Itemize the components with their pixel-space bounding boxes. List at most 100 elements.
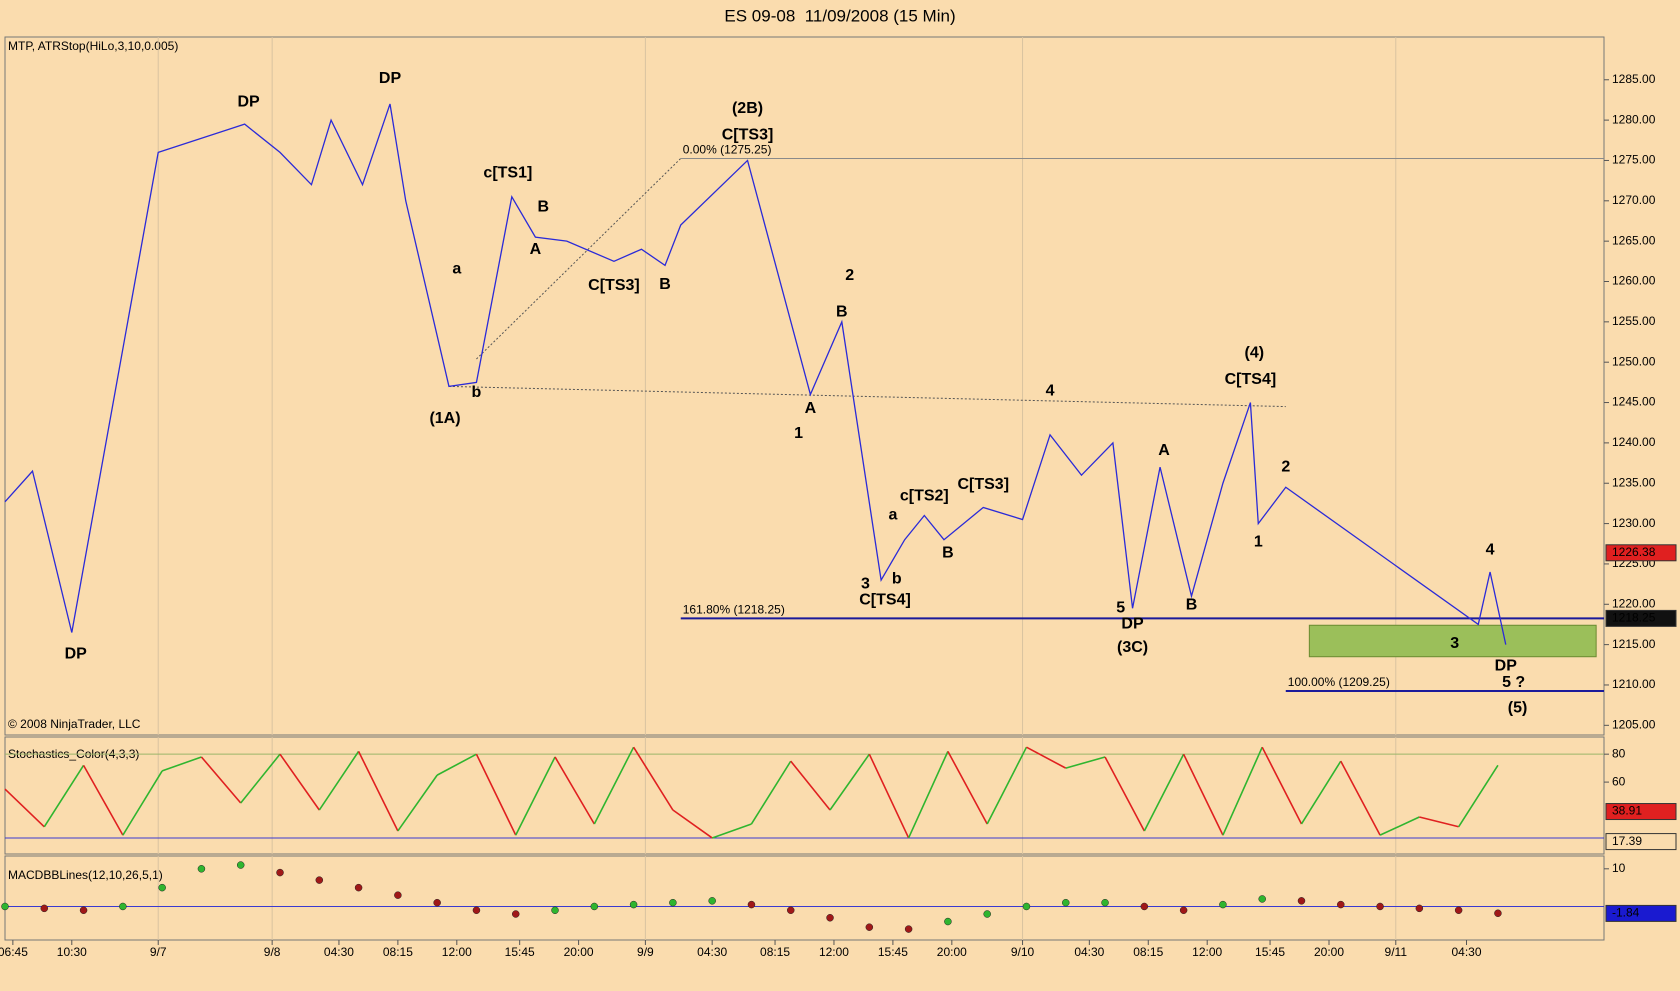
y-tick-label: 1260.00 <box>1612 274 1656 288</box>
wave-label: b <box>472 384 482 401</box>
wave-label: B <box>659 276 671 293</box>
wave-label: C[TS3] <box>588 277 640 294</box>
stochastic-segment <box>632 746 674 811</box>
panel-title: MTP, ATRStop(HiLo,3,10,0.005) <box>8 39 178 53</box>
x-tick-label: 15:45 <box>1255 945 1285 959</box>
macd-dot <box>1062 898 1070 907</box>
macd-dot <box>197 865 206 873</box>
price-tag-label: 1226.38 <box>1612 545 1656 559</box>
wave-label: c[TS1] <box>483 165 532 182</box>
stochastic-segment <box>711 823 752 839</box>
price-tag <box>1605 833 1677 851</box>
stochastic-segment <box>829 753 870 811</box>
macd-dot <box>472 906 481 914</box>
x-tick-label: 20:00 <box>564 945 594 959</box>
stochastic-segment <box>4 788 45 828</box>
wave-label: C[TS3] <box>957 476 1009 493</box>
stochastic-segment <box>397 774 438 832</box>
target-zone <box>1308 624 1597 658</box>
wave-label: A <box>1158 442 1170 459</box>
x-tick-label: 15:45 <box>878 945 908 959</box>
wave-label: a <box>452 261 461 278</box>
macd-dot <box>1179 906 1188 914</box>
macd-dot <box>1022 902 1031 911</box>
x-tick-label: 9/9 <box>637 945 654 959</box>
price-tag <box>1605 544 1677 562</box>
trendline <box>448 385 1286 408</box>
x-tick-label: 9/8 <box>264 945 281 959</box>
stochastic-segment <box>200 756 242 804</box>
stochastic-segment <box>1457 764 1499 828</box>
y-tick-label: 1220.00 <box>1612 596 1656 610</box>
macd-dot <box>1337 900 1345 909</box>
wave-label: C[TS3] <box>722 127 774 144</box>
y-tick-label: 1215.00 <box>1612 637 1656 651</box>
wave-label: b <box>892 570 902 587</box>
wave-label: 5 <box>1116 600 1125 617</box>
macd-dot <box>1140 902 1149 911</box>
stochastic-segment <box>1340 760 1381 836</box>
panel-title: MACDBBLines(12,10,26,5,1) <box>8 868 163 882</box>
stochastic-segment <box>1379 816 1420 836</box>
macd-dot <box>315 876 324 884</box>
wave-label: C[TS4] <box>859 591 911 608</box>
macd-dot <box>236 861 245 869</box>
y-tick-label: 1285.00 <box>1612 72 1656 86</box>
y-tick-label: 10 <box>1612 861 1626 875</box>
macd-dot <box>1494 909 1502 918</box>
macd-dot <box>708 897 716 905</box>
wave-label: 2 <box>1281 458 1290 475</box>
wave-label: DP <box>65 646 88 663</box>
stochastic-segment <box>986 746 1028 825</box>
stochastic-segment <box>82 764 124 836</box>
y-tick-label: 1270.00 <box>1612 193 1656 207</box>
stochastic-segment <box>240 753 281 804</box>
macd-dot <box>79 906 88 914</box>
stochastic-segment <box>1143 753 1185 832</box>
y-tick-label: 1280.00 <box>1612 112 1656 126</box>
x-tick-label: 20:00 <box>937 945 967 959</box>
wave-label: DP <box>237 94 260 111</box>
y-tick-label: 80 <box>1612 746 1626 760</box>
wave-label: (1A) <box>429 410 460 427</box>
wave-label: DP <box>379 70 402 87</box>
x-tick-label: 12:00 <box>442 945 472 959</box>
x-tick-label: 08:15 <box>383 945 413 959</box>
macd-dot <box>158 883 166 892</box>
y-tick-label: 1275.00 <box>1612 153 1656 167</box>
wave-label: 2 <box>845 267 854 284</box>
x-tick-label: 9/7 <box>150 945 167 959</box>
stochastic-segment <box>1419 816 1459 828</box>
x-tick-label: 9/11 <box>1385 945 1408 959</box>
macd-dot <box>40 904 49 913</box>
macd-dot <box>944 917 952 926</box>
wave-label: (3C) <box>1117 639 1148 656</box>
x-tick-label: 08:15 <box>1133 945 1163 959</box>
price-tag-label: 17.39 <box>1612 834 1642 848</box>
stochastic-segment <box>790 760 831 811</box>
macd-dot <box>1297 897 1306 905</box>
stochastic-segment <box>868 753 910 839</box>
macd-dot <box>590 902 599 911</box>
stochastic-segment <box>672 809 713 839</box>
macd-dot <box>1415 904 1424 913</box>
macd-dot <box>433 898 441 907</box>
macd-dot <box>747 900 756 909</box>
price-tag-label: 1218.25 <box>1612 611 1656 625</box>
stochastic-segment <box>750 760 792 825</box>
y-tick-label: 1265.00 <box>1612 233 1656 247</box>
stochastic-segment <box>475 753 517 836</box>
wave-label: DP <box>1495 658 1518 675</box>
wave-label: B <box>836 303 848 320</box>
macd-dot <box>786 906 795 914</box>
x-tick-label: 04:30 <box>324 945 354 959</box>
price-tag <box>1605 609 1677 627</box>
macd-dot <box>119 902 127 911</box>
stochastic-segment <box>554 756 596 825</box>
stochastic-segment <box>1026 746 1067 769</box>
stochastic-segment <box>1065 756 1106 769</box>
wave-label: 3 <box>1450 635 1459 652</box>
price-tag <box>1605 803 1677 821</box>
copyright: © 2008 NinjaTrader, LLC <box>8 717 141 731</box>
